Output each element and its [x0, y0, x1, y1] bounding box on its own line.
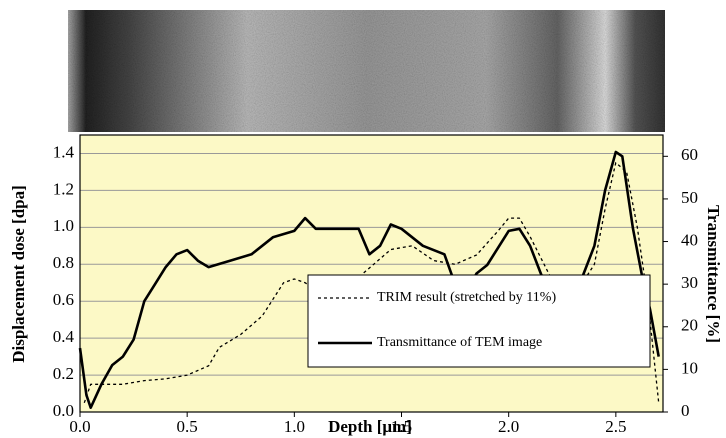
series-line [78, 150, 660, 409]
y2-tick-label: 40 [681, 230, 698, 249]
y-axis-title: Displacement dose [dpa] [9, 185, 28, 363]
plot-frame [79, 134, 664, 413]
y-tick-label: 0.6 [53, 290, 74, 309]
y-tick-label: 0.0 [53, 401, 74, 420]
y2-tick-label: 0 [681, 401, 690, 420]
x-axis-title: Depth [μm] [328, 417, 412, 436]
y2-tick-label: 50 [681, 188, 698, 207]
y2-axis-title: Transmittance [%] [704, 205, 723, 343]
y-tick-label: 0.2 [53, 364, 74, 383]
y-tick-label: 1.2 [53, 179, 74, 198]
legend-box [307, 274, 651, 368]
y2-tick-label: 60 [681, 145, 698, 164]
x-tick-label: 2.5 [605, 417, 626, 436]
y-tick-label: 1.4 [53, 142, 75, 161]
y-tick-label: 0.8 [53, 253, 74, 272]
tem-image [68, 10, 665, 132]
x-tick-label: 2.0 [498, 417, 519, 436]
y2-tick-label: 20 [681, 316, 698, 335]
y2-tick-label: 10 [681, 358, 698, 377]
x-tick-label: 1.5 [391, 417, 412, 436]
legend-label: Transmittance of TEM image [377, 335, 542, 350]
x-tick-label: 1.0 [284, 417, 305, 436]
legend-label: TRIM result (stretched by 11%) [377, 290, 556, 305]
plot-area [80, 135, 663, 412]
y2-tick-label: 30 [681, 273, 698, 292]
series-line [83, 162, 660, 404]
y-tick-label: 1.0 [53, 216, 74, 235]
y-tick-label: 0.4 [53, 327, 75, 346]
x-tick-label: 0.0 [69, 417, 90, 436]
x-tick-label: 0.5 [177, 417, 198, 436]
